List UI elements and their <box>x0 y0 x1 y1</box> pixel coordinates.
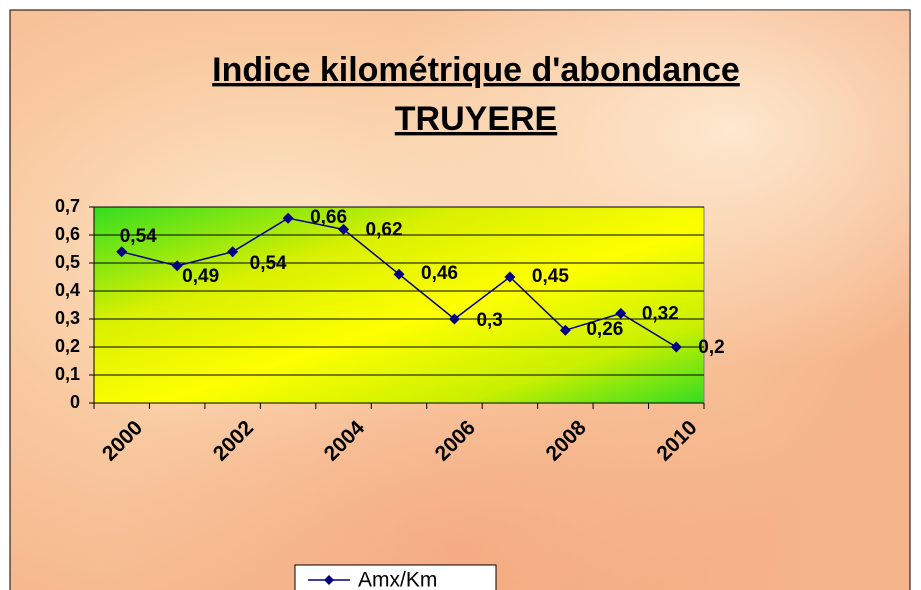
chart-title: Indice kilométrique d'abondance <box>212 51 740 89</box>
data-point <box>116 246 128 258</box>
data-label: 0,3 <box>476 310 502 331</box>
data-point <box>171 260 183 272</box>
data-point <box>393 268 405 280</box>
data-point <box>282 212 294 224</box>
data-point <box>670 341 682 353</box>
plot-area <box>93 206 705 404</box>
data-label: 0,2 <box>698 337 724 358</box>
data-point <box>338 223 350 235</box>
data-label: 0,46 <box>421 263 458 284</box>
data-point <box>559 324 571 336</box>
data-label: 0,54 <box>250 253 287 274</box>
data-point <box>448 313 460 325</box>
y-tick-label: 0,6 <box>55 224 80 244</box>
chart-title: TRUYERE <box>395 100 557 138</box>
data-label: 0,62 <box>366 219 403 240</box>
data-label: 0,49 <box>182 266 219 287</box>
y-tick-label: 0,1 <box>55 364 80 384</box>
data-label: 0,66 <box>310 207 347 228</box>
legend: Amx/Km <box>294 564 497 590</box>
y-tick-label: 0,2 <box>55 336 80 356</box>
data-label: 0,32 <box>642 303 679 324</box>
legend-marker <box>324 575 334 585</box>
data-point <box>227 246 239 258</box>
data-point <box>615 307 627 319</box>
y-tick-label: 0,7 <box>55 196 80 216</box>
y-tick-label: 0,5 <box>55 252 80 272</box>
data-label: 0,54 <box>120 226 157 247</box>
legend-label: Amx/Km <box>358 569 437 590</box>
y-tick-label: 0,3 <box>55 308 80 328</box>
data-label: 0,26 <box>586 319 623 340</box>
data-label: 0,45 <box>532 266 569 287</box>
y-tick-label: 0 <box>70 392 80 412</box>
data-point <box>504 271 516 283</box>
y-tick-label: 0,4 <box>55 280 80 300</box>
